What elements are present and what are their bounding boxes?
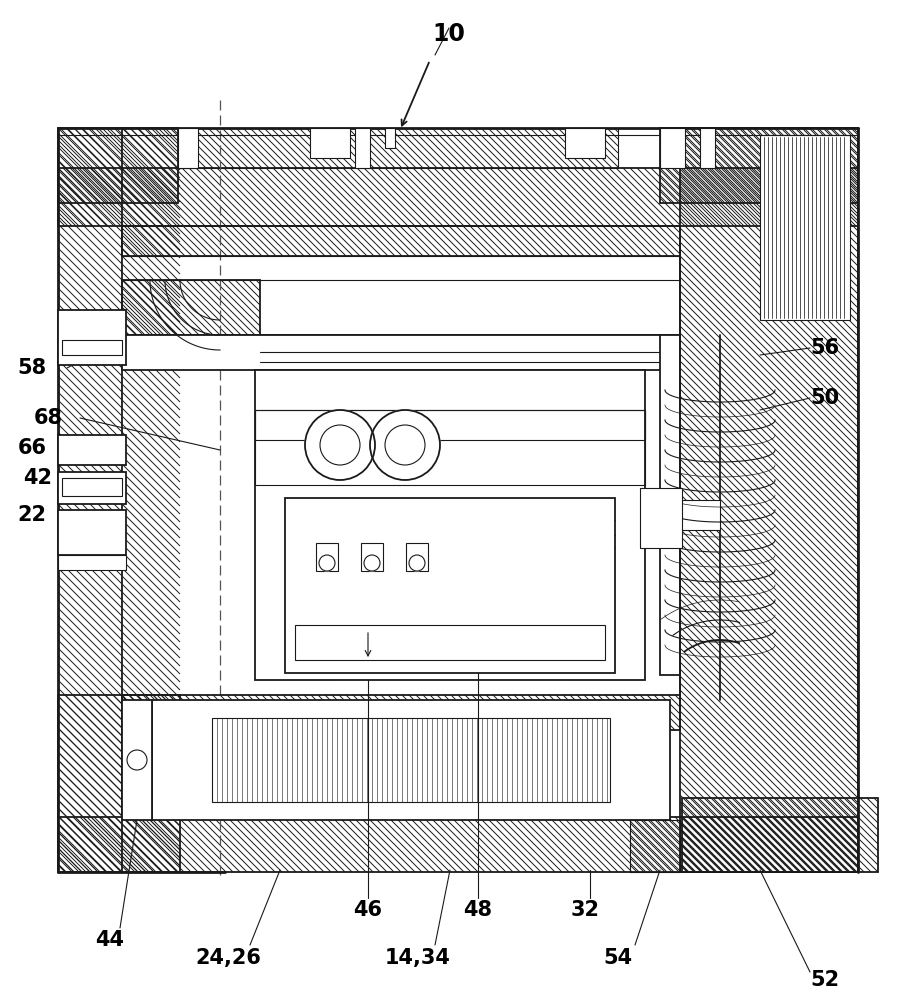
Bar	[660, 335, 680, 675]
Circle shape	[319, 555, 335, 571]
Bar	[122, 335, 662, 370]
Bar	[640, 488, 682, 548]
Bar	[122, 695, 680, 730]
Text: 24,26: 24,26	[195, 948, 261, 968]
Text: 42: 42	[23, 468, 52, 488]
Circle shape	[364, 555, 380, 571]
Bar	[255, 410, 645, 485]
Bar	[680, 128, 858, 872]
Bar	[682, 798, 878, 872]
Bar	[58, 510, 126, 555]
Bar	[660, 128, 685, 168]
Circle shape	[385, 425, 425, 465]
Text: 48: 48	[464, 900, 493, 920]
Bar	[122, 700, 152, 820]
Bar	[255, 410, 645, 440]
Text: 68: 68	[33, 408, 63, 428]
Bar	[58, 435, 126, 465]
Bar	[700, 128, 715, 168]
Bar	[310, 128, 350, 158]
Bar	[255, 370, 645, 680]
Bar	[178, 128, 198, 168]
Bar	[58, 555, 126, 570]
Text: 14,34: 14,34	[385, 948, 451, 968]
Bar	[122, 226, 680, 256]
Text: 58: 58	[17, 358, 47, 378]
Bar	[361, 543, 383, 571]
Circle shape	[409, 555, 425, 571]
Bar	[355, 128, 370, 168]
Bar	[58, 310, 126, 365]
Bar	[406, 543, 428, 571]
Bar	[295, 625, 605, 660]
Circle shape	[305, 410, 375, 480]
Bar	[212, 718, 610, 802]
Bar	[58, 128, 178, 203]
Bar	[62, 340, 122, 355]
Bar	[565, 128, 605, 158]
Bar	[178, 128, 618, 168]
Text: 50: 50	[810, 388, 840, 408]
Text: 22: 22	[17, 505, 47, 525]
Bar	[630, 820, 680, 872]
Bar	[58, 817, 858, 872]
Bar	[285, 498, 615, 673]
Text: 32: 32	[571, 900, 600, 920]
Text: 10: 10	[432, 22, 466, 46]
Circle shape	[127, 750, 147, 770]
Bar	[660, 128, 858, 203]
Bar	[385, 128, 395, 148]
Bar	[760, 135, 850, 320]
Text: 52: 52	[810, 970, 840, 990]
Bar	[680, 500, 720, 530]
Text: 44: 44	[95, 930, 124, 950]
Bar	[58, 472, 126, 504]
Text: 56: 56	[810, 338, 840, 358]
Circle shape	[370, 410, 440, 480]
Text: 54: 54	[603, 948, 633, 968]
Text: 66: 66	[17, 438, 47, 458]
Bar	[316, 543, 338, 571]
Bar	[62, 478, 122, 496]
Bar	[152, 700, 670, 820]
Bar	[122, 280, 260, 335]
Bar	[58, 695, 180, 872]
Bar	[58, 168, 858, 226]
Text: 46: 46	[353, 900, 382, 920]
Circle shape	[320, 425, 360, 465]
